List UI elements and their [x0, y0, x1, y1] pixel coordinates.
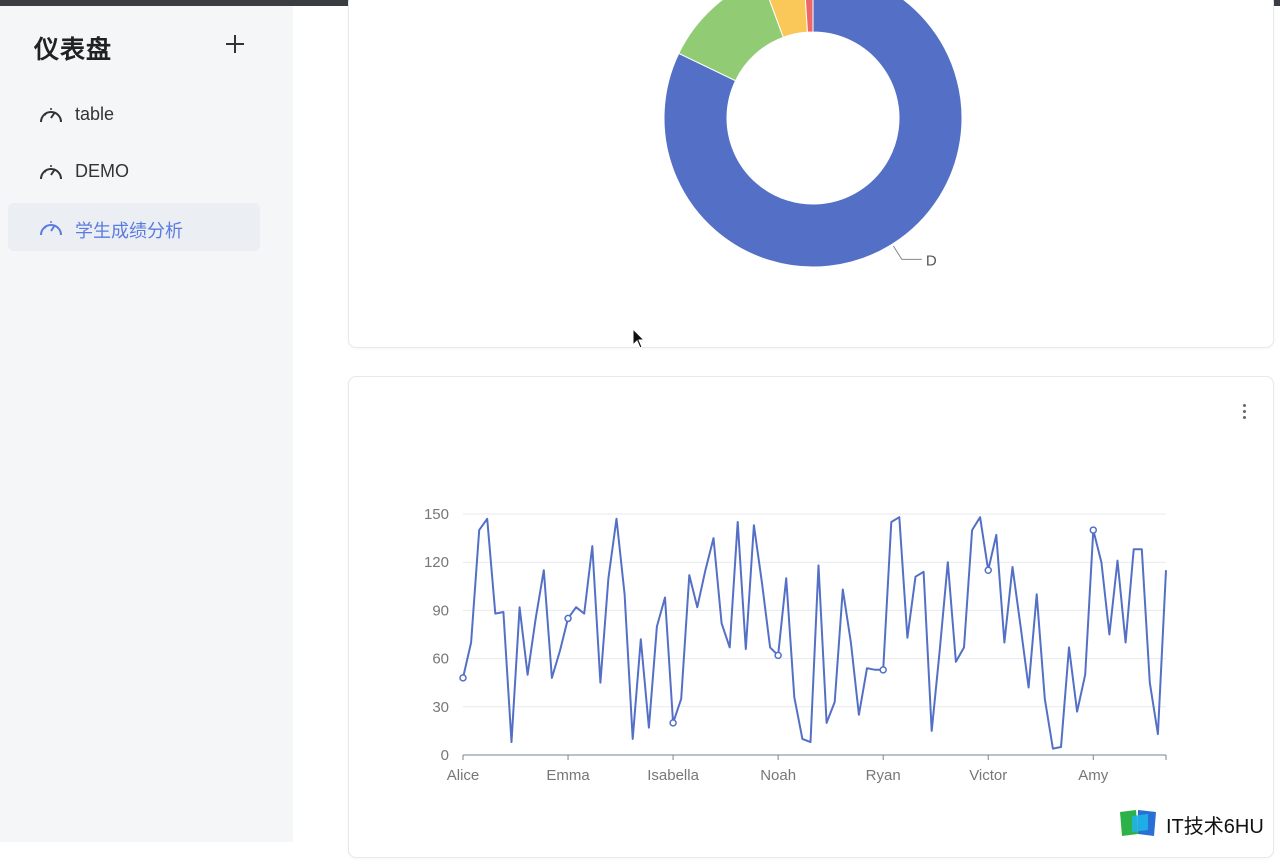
sidebar: 仪表盘 table DEMO	[0, 6, 293, 842]
more-vertical-icon	[1242, 404, 1246, 407]
y-tick-label: 90	[432, 602, 449, 619]
pie-slice[interactable]	[803, 0, 814, 33]
data-point[interactable]	[564, 614, 572, 623]
data-point[interactable]	[669, 719, 677, 727]
watermark: IT技术6HU	[1118, 808, 1278, 838]
y-tick-label: 0	[441, 747, 449, 764]
series-line	[462, 516, 1167, 750]
dashboard-content: D 0 30 60 90 120 150 Alice Emma Isabella Noah Ryan…	[293, 0, 1280, 858]
book-logo-icon	[1120, 810, 1156, 836]
dashboard-gauge-icon	[40, 221, 62, 236]
x-tick-label: Amy	[1078, 767, 1109, 784]
y-tick-label: 120	[424, 554, 449, 571]
x-tick-label: Victor	[969, 767, 1007, 784]
x-tick-label: Emma	[546, 767, 590, 784]
watermark-text: IT技术6HU	[1166, 816, 1264, 838]
y-tick-label: 60	[432, 651, 449, 668]
line-chart-card: 0 30 60 90 120 150 Alice Emma Isabella Noah Ryan Vi…	[348, 376, 1274, 858]
x-tick-label: Alice	[447, 767, 480, 784]
data-point[interactable]	[1089, 526, 1098, 534]
x-tick-label: Ryan	[866, 767, 901, 784]
add-dashboard-button[interactable]	[220, 24, 250, 64]
pie-label-line	[892, 245, 922, 260]
sidebar-item-label: 学生成绩分析	[75, 221, 183, 241]
sidebar-item-label: table	[75, 104, 115, 124]
dashboard-gauge-icon	[40, 108, 62, 123]
sidebar-title: 仪表盘	[34, 36, 113, 64]
pie-slice-label: D	[926, 252, 937, 269]
sidebar-item-label: DEMO	[75, 161, 129, 181]
card-more-button[interactable]	[1234, 401, 1254, 425]
data-point[interactable]	[774, 651, 782, 660]
pie-slice[interactable]	[678, 0, 784, 82]
x-tick-label: Isabella	[647, 767, 699, 784]
line-chart: 0 30 60 90 120 150 Alice Emma Isabella Noah Ryan Vi…	[424, 506, 1167, 784]
donut-chart: D	[663, 0, 963, 269]
data-point[interactable]	[459, 674, 467, 682]
sidebar-header: 仪表盘	[34, 24, 254, 64]
sidebar-item-table[interactable]: table	[8, 90, 260, 138]
dashboard-gauge-icon	[40, 165, 62, 180]
x-tick-label: Noah	[760, 767, 796, 784]
pie-chart-card: D	[348, 0, 1274, 348]
pie-slice[interactable]	[663, 0, 963, 268]
sidebar-item-demo[interactable]: DEMO	[8, 147, 260, 195]
sidebar-item-student-score-analysis[interactable]: 学生成绩分析	[8, 203, 260, 251]
plus-icon	[226, 35, 244, 53]
mouse-cursor-icon	[632, 328, 646, 349]
data-point[interactable]	[879, 666, 887, 674]
data-point[interactable]	[984, 566, 992, 574]
y-tick-label: 150	[424, 506, 449, 523]
y-tick-label: 30	[432, 699, 449, 716]
